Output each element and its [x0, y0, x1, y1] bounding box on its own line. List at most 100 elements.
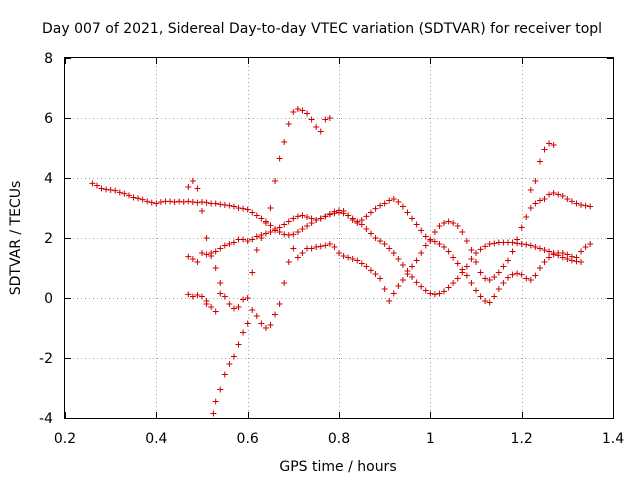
data-point — [504, 257, 511, 264]
axis-ticks — [65, 58, 614, 419]
data-point — [304, 214, 311, 220]
data-point — [299, 226, 306, 232]
data-point — [500, 280, 507, 286]
data-point — [550, 251, 557, 258]
data-point — [372, 205, 379, 212]
data-point — [482, 243, 489, 250]
data-point — [194, 185, 201, 192]
data-point — [235, 304, 242, 310]
data-point — [436, 290, 443, 297]
data-point — [445, 218, 452, 225]
data-point — [199, 250, 205, 256]
data-point — [381, 286, 388, 292]
data-point — [468, 247, 475, 253]
data-point — [527, 205, 534, 211]
data-point — [258, 215, 265, 222]
data-point — [112, 187, 119, 194]
data-point — [514, 236, 521, 243]
data-point — [395, 199, 402, 205]
data-point — [518, 241, 525, 247]
data-point — [262, 220, 269, 226]
data-point — [445, 284, 452, 291]
data-point — [578, 202, 585, 208]
plot-frame — [64, 57, 614, 419]
data-point — [121, 190, 128, 197]
data-point — [582, 202, 589, 209]
data-point — [550, 142, 557, 148]
data-point — [555, 191, 562, 198]
data-point — [564, 251, 571, 258]
data-point — [272, 178, 279, 184]
data-point — [313, 244, 320, 250]
data-point — [262, 230, 269, 237]
data-point — [404, 271, 411, 277]
data-point — [427, 238, 434, 244]
data-point — [377, 275, 384, 282]
data-point — [367, 209, 374, 216]
data-point — [272, 227, 279, 234]
data-point — [281, 280, 288, 286]
data-point — [422, 233, 429, 240]
data-point — [418, 250, 425, 256]
data-point — [93, 182, 100, 189]
data-point — [514, 270, 521, 277]
data-point — [450, 220, 457, 226]
data-point — [176, 198, 183, 205]
x-tick-label: 1 — [426, 431, 435, 447]
data-point — [281, 221, 288, 228]
data-point — [290, 215, 297, 222]
data-point — [189, 199, 196, 205]
data-point — [573, 254, 580, 261]
data-point — [504, 274, 511, 281]
data-point — [527, 242, 534, 249]
data-point — [244, 295, 251, 301]
data-point — [399, 203, 406, 210]
data-point — [294, 213, 301, 220]
data-point — [427, 290, 434, 297]
data-point — [541, 196, 548, 202]
data-point — [450, 254, 457, 261]
data-point — [418, 227, 425, 234]
data-point — [409, 215, 416, 222]
data-point — [363, 263, 370, 270]
data-point — [185, 184, 192, 190]
data-point — [290, 245, 297, 252]
data-point — [587, 241, 594, 247]
data-point — [116, 189, 123, 196]
data-point — [349, 256, 356, 262]
data-point — [345, 254, 352, 261]
data-point — [559, 193, 566, 199]
data-point — [477, 269, 484, 276]
data-point — [518, 224, 525, 231]
data-point — [541, 247, 548, 253]
data-point — [409, 263, 416, 270]
data-point — [491, 274, 498, 280]
data-point — [564, 196, 571, 202]
data-point — [185, 198, 192, 205]
data-point — [523, 275, 530, 282]
data-point — [304, 223, 311, 229]
data-points — [89, 106, 594, 417]
data-point — [463, 238, 470, 244]
data-point — [244, 238, 251, 244]
data-point — [386, 197, 393, 204]
data-point — [285, 218, 292, 225]
data-point — [491, 293, 498, 300]
data-point — [441, 220, 448, 226]
data-point — [523, 214, 530, 220]
y-tick-label: 8 — [44, 51, 53, 67]
data-point — [459, 229, 466, 235]
data-point — [317, 128, 324, 135]
data-point — [212, 308, 219, 315]
data-point — [240, 236, 247, 243]
data-point — [450, 280, 457, 286]
data-point — [486, 277, 493, 283]
data-point — [532, 200, 539, 207]
data-point — [249, 307, 256, 313]
data-point — [189, 178, 196, 184]
x-tick-labels: 0.2 0.4 0.6 0.8 1 1.2 1.4 — [54, 431, 624, 447]
data-point — [500, 263, 507, 270]
data-point — [221, 371, 228, 378]
data-point — [377, 202, 384, 209]
data-point — [199, 293, 205, 300]
